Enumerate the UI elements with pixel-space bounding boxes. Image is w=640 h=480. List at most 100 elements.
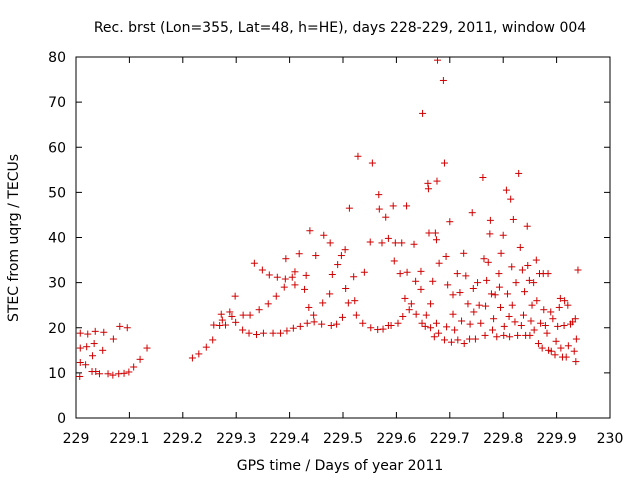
x-tick-label: 229: [63, 431, 90, 447]
data-point: [432, 236, 440, 244]
data-point: [394, 319, 402, 327]
data-point: [318, 320, 326, 328]
data-point: [430, 333, 438, 341]
data-point: [515, 169, 523, 177]
data-point: [76, 344, 84, 352]
data-point: [564, 342, 572, 350]
data-point: [334, 261, 342, 269]
data-point: [82, 361, 90, 369]
data-point: [435, 259, 443, 267]
y-tick-label: 40: [48, 231, 66, 247]
data-point: [217, 310, 225, 318]
data-point: [483, 276, 491, 284]
x-tick-label: 229.7: [430, 431, 470, 447]
data-point: [574, 266, 582, 274]
data-point: [557, 344, 565, 352]
data-point: [282, 255, 290, 263]
data-point: [500, 331, 508, 339]
data-point: [434, 56, 442, 64]
data-point: [375, 205, 383, 213]
data-point: [470, 308, 478, 316]
x-tick-label: 229.1: [109, 431, 149, 447]
data-point: [564, 301, 572, 309]
data-point: [475, 301, 483, 309]
data-point: [528, 301, 536, 309]
x-tick-label: 229.2: [163, 431, 203, 447]
data-point: [547, 347, 555, 355]
data-point: [412, 310, 420, 318]
data-point: [265, 271, 273, 279]
data-point: [320, 231, 328, 239]
data-point: [398, 239, 406, 247]
data-point: [143, 344, 151, 352]
data-point: [291, 281, 299, 289]
data-point: [305, 303, 313, 311]
data-point: [481, 331, 489, 339]
data-point: [310, 311, 318, 319]
data-point: [442, 252, 450, 260]
data-point: [489, 326, 497, 334]
data-point: [508, 263, 516, 271]
data-point: [454, 336, 462, 344]
data-point: [440, 336, 448, 344]
data-point: [487, 290, 495, 298]
data-point: [562, 353, 570, 361]
data-point: [360, 268, 368, 276]
data-point: [547, 308, 555, 316]
data-point: [551, 351, 559, 359]
data-point: [89, 352, 97, 360]
data-point: [109, 371, 117, 379]
data-point: [499, 231, 507, 239]
data-point: [534, 340, 542, 348]
data-point: [507, 195, 515, 203]
y-axis: 0 10 20 30 40 50 60 70 80: [48, 50, 610, 427]
data-point: [500, 322, 508, 330]
data-point: [354, 152, 362, 160]
data-point: [407, 300, 415, 308]
x-tick-label: 229.3: [216, 431, 256, 447]
y-tick-label: 0: [57, 411, 66, 427]
data-point: [431, 229, 439, 237]
data-point: [295, 250, 303, 258]
data-point: [306, 227, 314, 235]
data-point: [468, 209, 476, 217]
data-point: [387, 321, 395, 329]
data-point: [401, 294, 409, 302]
data-point: [288, 273, 296, 281]
data-point: [83, 343, 91, 351]
data-point: [218, 316, 226, 324]
data-point: [239, 326, 247, 334]
data-point: [511, 318, 519, 326]
data-point: [231, 292, 239, 300]
data-point: [344, 299, 352, 307]
data-point: [222, 321, 230, 329]
data-point: [570, 347, 578, 355]
data-point: [440, 159, 448, 167]
data-point: [433, 177, 441, 185]
x-axis: 229 229.1 229.2 229.3 229.4 229.5 229.6 229.7 22…: [63, 57, 623, 447]
data-point: [188, 354, 196, 362]
data-point: [435, 329, 443, 337]
data-point: [447, 338, 455, 346]
data-point: [216, 321, 224, 329]
data-point: [427, 324, 435, 332]
data-point: [368, 159, 376, 167]
data-point: [195, 350, 203, 358]
data-point: [136, 355, 144, 363]
data-point: [403, 268, 411, 276]
x-tick-label: 229.6: [376, 431, 416, 447]
data-point: [509, 215, 517, 223]
data-point: [351, 297, 359, 305]
data-point: [326, 290, 334, 298]
data-point: [525, 276, 533, 284]
data-point: [228, 312, 236, 320]
data-point: [100, 328, 108, 336]
data-point: [477, 319, 485, 327]
data-point: [264, 300, 272, 308]
data-point: [469, 284, 477, 292]
data-point: [399, 312, 407, 320]
data-point: [486, 216, 494, 224]
data-point: [572, 358, 580, 366]
data-point: [333, 320, 341, 328]
data-point: [338, 313, 346, 321]
